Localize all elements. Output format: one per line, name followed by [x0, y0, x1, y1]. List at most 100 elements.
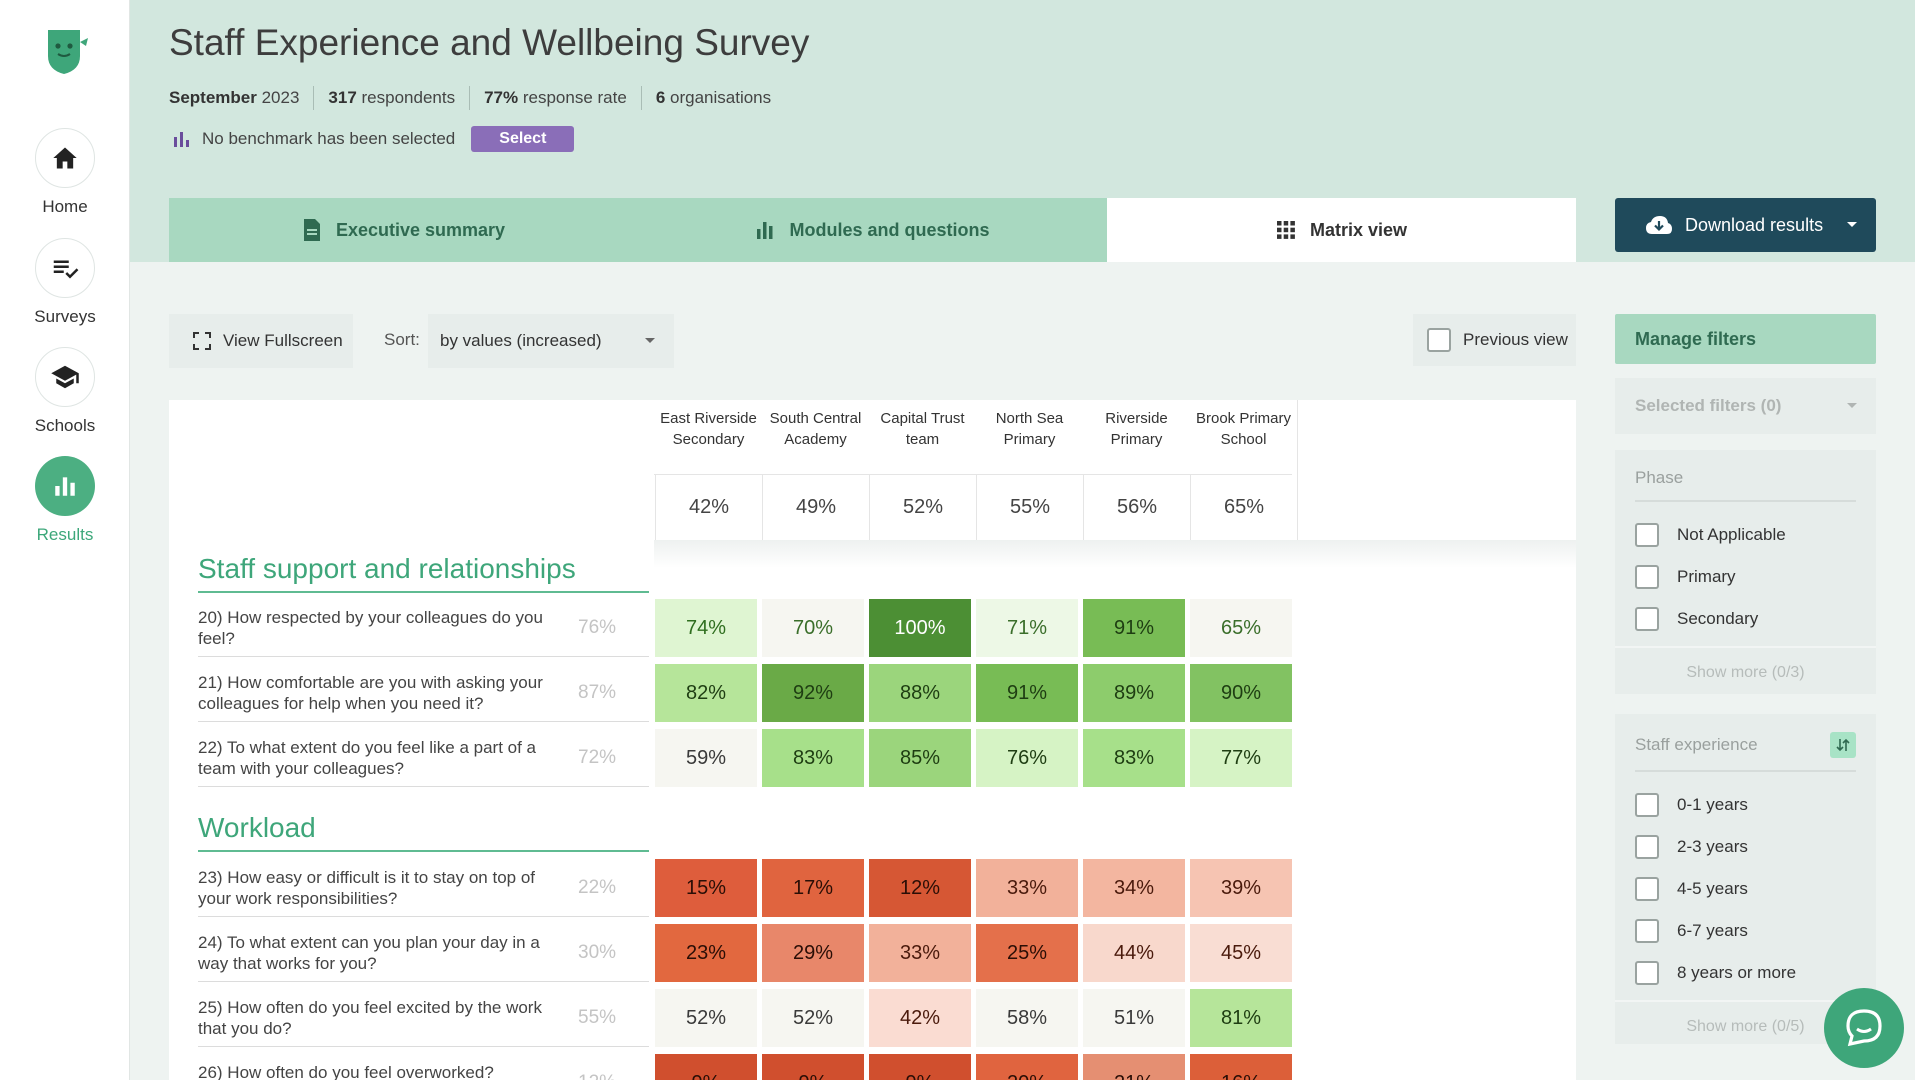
checkbox[interactable]	[1635, 835, 1659, 859]
matrix-cell[interactable]: 88%	[869, 664, 971, 722]
question-row[interactable]: 23) How easy or difficult is it to stay …	[198, 859, 649, 917]
matrix-cell[interactable]: 33%	[869, 924, 971, 982]
filter-option[interactable]: 6-7 years	[1615, 910, 1876, 952]
matrix-cell[interactable]: 16%	[1190, 1054, 1292, 1080]
matrix-cell[interactable]: 29%	[762, 924, 864, 982]
tab-matrix-view[interactable]: Matrix view	[1107, 198, 1576, 262]
matrix-cell[interactable]: 39%	[1190, 859, 1292, 917]
question-row[interactable]: 26) How often do you feel overworked? 12%	[198, 1054, 649, 1080]
question-row[interactable]: 22) To what extent do you feel like a pa…	[198, 729, 649, 787]
matrix-cell[interactable]: 34%	[1083, 859, 1185, 917]
matrix-cell[interactable]: 59%	[655, 729, 757, 787]
matrix-cell[interactable]: 77%	[1190, 729, 1292, 787]
matrix-cell[interactable]: 20%	[976, 1054, 1078, 1080]
matrix-cell[interactable]: 51%	[1083, 989, 1185, 1047]
column-header[interactable]: North Sea Primary	[995, 410, 1064, 448]
filter-option[interactable]: 2-3 years	[1615, 826, 1876, 868]
column-overall-score: 55%	[976, 475, 1083, 540]
matrix-cell[interactable]: 17%	[762, 859, 864, 917]
checkbox[interactable]	[1635, 919, 1659, 943]
matrix-cell[interactable]: 65%	[1190, 599, 1292, 657]
matrix-cell[interactable]: 44%	[1083, 924, 1185, 982]
checkbox[interactable]	[1635, 877, 1659, 901]
matrix-cell[interactable]: 90%	[1190, 664, 1292, 722]
matrix-cell[interactable]: 71%	[976, 599, 1078, 657]
matrix-cell[interactable]: 58%	[976, 989, 1078, 1047]
matrix-cell[interactable]: 15%	[655, 859, 757, 917]
matrix-cell[interactable]: 23%	[655, 924, 757, 982]
checkbox[interactable]	[1635, 523, 1659, 547]
nav-results-label: Results	[36, 525, 94, 544]
column-header[interactable]: South Central Academy	[769, 410, 862, 448]
matrix-cell[interactable]: 25%	[976, 924, 1078, 982]
previous-view-checkbox[interactable]	[1427, 328, 1451, 352]
manage-filters-button[interactable]: Manage filters	[1615, 314, 1876, 364]
bar-chart-icon	[35, 456, 95, 516]
column-header[interactable]: East Riverside Secondary	[660, 410, 757, 448]
matrix-cell[interactable]: 82%	[655, 664, 757, 722]
checkbox[interactable]	[1635, 793, 1659, 817]
question-row[interactable]: 24) To what extent can you plan your day…	[198, 924, 649, 982]
matrix-cell[interactable]: 45%	[1190, 924, 1292, 982]
document-icon	[303, 219, 320, 241]
matrix-cell[interactable]: 9%	[762, 1054, 864, 1080]
question-average: 76%	[578, 617, 617, 638]
filter-option[interactable]: 4-5 years	[1615, 868, 1876, 910]
swap-icon[interactable]	[1830, 732, 1856, 758]
matrix-cell[interactable]: 42%	[869, 989, 971, 1047]
view-fullscreen-button[interactable]: View Fullscreen	[169, 314, 353, 368]
previous-view-toggle[interactable]: Previous view	[1413, 314, 1576, 366]
matrix-cell[interactable]: 52%	[762, 989, 864, 1047]
matrix-cell[interactable]: 52%	[655, 989, 757, 1047]
chevron-down-icon	[1847, 403, 1857, 408]
matrix-cell[interactable]: 76%	[976, 729, 1078, 787]
filter-option[interactable]: Primary	[1615, 556, 1876, 598]
checklist-icon	[35, 238, 95, 298]
column-header[interactable]: Capital Trust team	[880, 410, 965, 448]
download-results-button[interactable]: Download results	[1615, 198, 1876, 252]
tab-modules-and-questions[interactable]: Modules and questions	[638, 198, 1107, 262]
column-header[interactable]: Brook Primary School	[1195, 410, 1292, 448]
tab-executive-summary[interactable]: Executive summary	[169, 198, 638, 262]
matrix-cell[interactable]: 100%	[869, 599, 971, 657]
checkbox[interactable]	[1635, 961, 1659, 985]
sort-select[interactable]: by values (increased)	[428, 314, 674, 368]
nav-schools[interactable]: Schools	[0, 347, 130, 436]
filter-option[interactable]: 0-1 years	[1615, 784, 1876, 826]
nav-surveys[interactable]: Surveys	[0, 238, 130, 327]
matrix-cell[interactable]: 85%	[869, 729, 971, 787]
question-row[interactable]: 25) How often do you feel excited by the…	[198, 989, 649, 1047]
matrix-cell[interactable]: 74%	[655, 599, 757, 657]
matrix-cell[interactable]: 83%	[1083, 729, 1185, 787]
checkbox[interactable]	[1635, 565, 1659, 589]
filter-option[interactable]: 8 years or more	[1615, 952, 1876, 994]
section-title: Workload	[198, 812, 649, 852]
matrix-cell[interactable]: 92%	[762, 664, 864, 722]
nav-home[interactable]: Home	[0, 128, 130, 217]
question-row[interactable]: 21) How comfortable are you with asking …	[198, 664, 649, 722]
matrix-cell[interactable]: 12%	[869, 859, 971, 917]
chat-button[interactable]	[1824, 988, 1904, 1068]
question-average: 30%	[578, 942, 617, 963]
selected-filters-dropdown[interactable]: Selected filters (0)	[1615, 378, 1876, 434]
filter-option[interactable]: Not Applicable	[1615, 514, 1876, 556]
matrix-cell[interactable]: 81%	[1190, 989, 1292, 1047]
question-row[interactable]: 20) How respected by your colleagues do …	[198, 599, 649, 657]
show-more-link[interactable]: Show more (0/3)	[1615, 646, 1876, 694]
show-more-link[interactable]: Show more (0/5)	[1615, 1000, 1876, 1048]
checkbox[interactable]	[1635, 607, 1659, 631]
matrix-cell[interactable]: 91%	[1083, 599, 1185, 657]
matrix-cell[interactable]: 9%	[655, 1054, 757, 1080]
matrix-cell[interactable]: 83%	[762, 729, 864, 787]
nav-results[interactable]: Results	[0, 456, 130, 545]
filter-option[interactable]: Secondary	[1615, 598, 1876, 640]
matrix-cell[interactable]: 70%	[762, 599, 864, 657]
matrix-cell[interactable]: 33%	[976, 859, 1078, 917]
question-text: 21) How comfortable are you with asking …	[198, 673, 543, 713]
column-header[interactable]: Riverside Primary	[1105, 410, 1168, 448]
matrix-cell[interactable]: 89%	[1083, 664, 1185, 722]
select-benchmark-button[interactable]: Select	[471, 126, 575, 152]
matrix-cell[interactable]: 91%	[976, 664, 1078, 722]
matrix-cell[interactable]: 21%	[1083, 1054, 1185, 1080]
matrix-cell[interactable]: 9%	[869, 1054, 971, 1080]
